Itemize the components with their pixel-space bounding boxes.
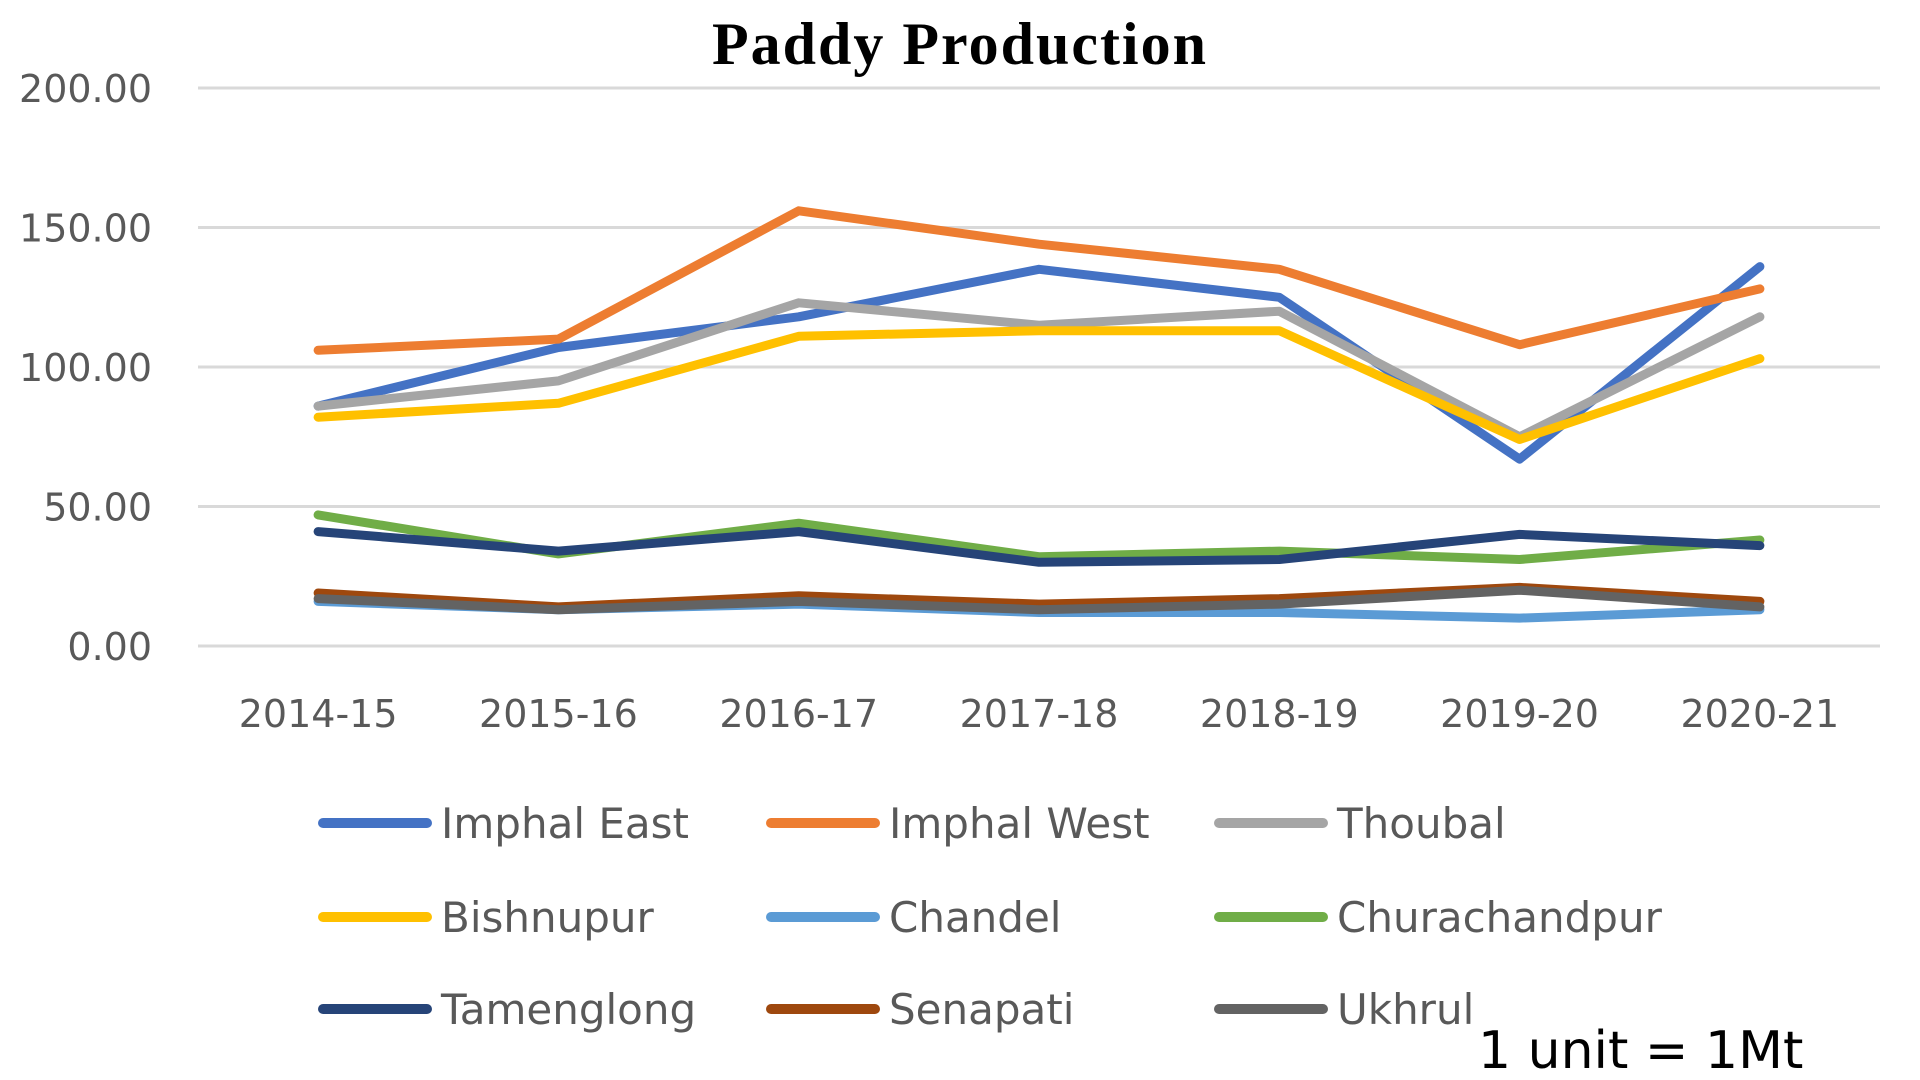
series-line-thoubal [313, 298, 1765, 442]
y-tick-label: 150.00 [19, 207, 152, 251]
y-tick-label: 200.00 [19, 67, 152, 111]
legend-label-ukhrul: Ukhrul [1337, 985, 1474, 1034]
legend-label-churachandpur: Churachandpur [1337, 893, 1663, 942]
legend-label-senapati: Senapati [889, 985, 1074, 1034]
x-tick-label: 2018-19 [1200, 692, 1359, 736]
series-line-bishnupur [313, 326, 1765, 444]
series-lines [313, 206, 1765, 623]
series-line-imphal-west [313, 206, 1765, 355]
x-axis-ticks: 2014-15 2015-16 2016-17 2017-18 2018-19 2019-… [239, 692, 1839, 736]
legend-label-imphal-east: Imphal East [441, 799, 689, 848]
x-tick-label: 2014-15 [239, 692, 398, 736]
x-tick-label: 2019-20 [1440, 692, 1599, 736]
legend-label-thoubal: Thoubal [1336, 799, 1506, 848]
x-tick-label: 2016-17 [719, 692, 878, 736]
x-tick-label: 2015-16 [479, 692, 638, 736]
y-tick-label: 0.00 [67, 625, 152, 669]
unit-note: 1 unit = 1Mt [1478, 1021, 1803, 1080]
y-tick-label: 50.00 [43, 486, 152, 530]
legend-label-imphal-west: Imphal West [889, 799, 1150, 848]
legend-label-bishnupur: Bishnupur [441, 893, 655, 942]
y-axis-ticks: 0.00 50.00 100.00 150.00 200.00 [19, 67, 152, 669]
legend-label-tamenglong: Tamenglong [440, 985, 696, 1034]
x-tick-label: 2020-21 [1680, 692, 1839, 736]
legend-label-chandel: Chandel [889, 893, 1061, 942]
series-line-imphal-east [313, 262, 1765, 464]
series-line-ukhrul [313, 585, 1765, 615]
legend: Imphal East Imphal West Thoubal Bishnupur Ch… [318, 799, 1663, 1034]
x-tick-label: 2017-18 [960, 692, 1119, 736]
series-line-tamenglong [313, 527, 1765, 567]
y-tick-label: 100.00 [19, 346, 152, 390]
chart-title: Paddy Production [712, 11, 1208, 77]
